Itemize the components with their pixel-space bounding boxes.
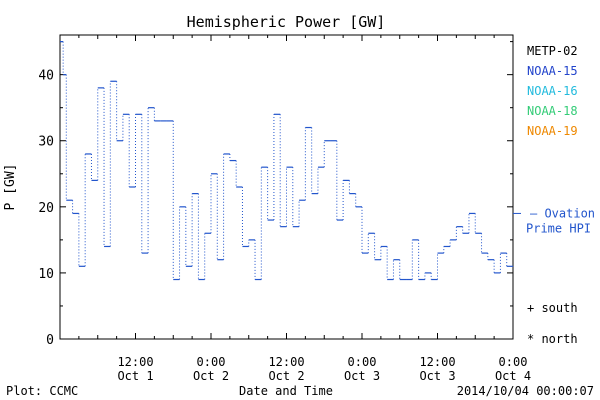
x-tick-date-label: Oct 2	[268, 369, 304, 383]
x-tick-time-label: 0:00	[197, 355, 226, 369]
y-tick-label: 40	[38, 69, 54, 84]
legend-entry: METP-02	[527, 44, 578, 58]
x-tick-time-label: 12:00	[419, 355, 455, 369]
south-symbol-key: + south	[527, 301, 578, 315]
chart-title: Hemispheric Power [GW]	[187, 13, 386, 31]
x-tick-date-label: Oct 3	[419, 369, 455, 383]
x-tick-date-label: Oct 1	[117, 369, 153, 383]
y-axis: 0 10 20 30 40	[38, 41, 513, 348]
north-symbol-key: * north	[527, 332, 578, 346]
legend-entry: NOAA-18	[527, 104, 578, 118]
y-tick-label: 30	[38, 135, 54, 150]
x-tick-date-label: Oct 4	[495, 369, 531, 383]
y-axis-label: P [GW]	[3, 164, 18, 211]
y-tick-label: 0	[46, 333, 54, 348]
x-tick-time-label: 0:00	[499, 355, 528, 369]
x-axis-label: Date and Time	[239, 384, 333, 398]
legend: METP-02 NOAA-15 NOAA-16 NOAA-18 NOAA-19	[527, 44, 578, 138]
ovation-label-line2: Prime HPI	[526, 221, 591, 235]
x-tick-date-label: Oct 3	[344, 369, 380, 383]
ovation-label-line1: — Ovation	[530, 206, 595, 220]
legend-entry: NOAA-19	[527, 124, 578, 138]
x-tick-time-label: 12:00	[117, 355, 153, 369]
footer-plot-credit: Plot: CCMC	[6, 384, 78, 398]
x-tick-time-label: 0:00	[348, 355, 377, 369]
y-tick-label: 20	[38, 201, 54, 216]
x-tick-date-label: Oct 2	[193, 369, 229, 383]
legend-entry: NOAA-16	[527, 84, 578, 98]
footer-timestamp: 2014/10/04 00:00:07	[457, 384, 594, 398]
y-tick-label: 10	[38, 267, 54, 282]
x-tick-time-label: 12:00	[268, 355, 304, 369]
series-layer	[60, 41, 513, 281]
legend-entry: NOAA-15	[527, 64, 578, 78]
